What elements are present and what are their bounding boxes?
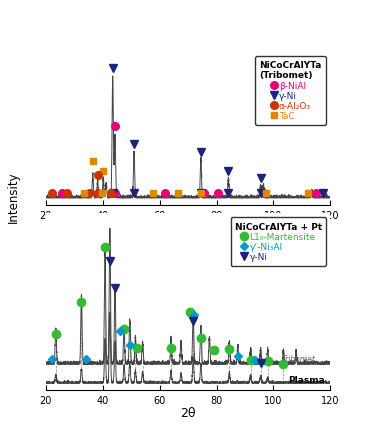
Text: Intensity: Intensity <box>7 171 20 223</box>
Text: Plasma: Plasma <box>288 375 324 384</box>
X-axis label: 2θ: 2θ <box>180 406 196 419</box>
Legend: L1₀-Martensite, γ’-Ni₃Al, γ-Ni: L1₀-Martensite, γ’-Ni₃Al, γ-Ni <box>230 218 326 266</box>
Text: Tribomet: Tribomet <box>282 354 316 364</box>
Legend: β-NiAl, γ-Ni, α-Al₂O₃, TaC: β-NiAl, γ-Ni, α-Al₂O₃, TaC <box>255 57 326 125</box>
